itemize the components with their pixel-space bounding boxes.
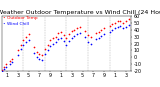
Point bbox=[57, 32, 60, 34]
Point bbox=[57, 38, 60, 39]
Point bbox=[100, 29, 103, 30]
Point bbox=[38, 53, 41, 55]
Text: • Outdoor Temp: • Outdoor Temp bbox=[3, 16, 38, 20]
Point bbox=[111, 29, 114, 30]
Point bbox=[73, 35, 76, 37]
Point bbox=[122, 22, 124, 23]
Point bbox=[108, 31, 111, 32]
Point bbox=[89, 36, 92, 37]
Text: • Wind Chill: • Wind Chill bbox=[3, 22, 29, 26]
Point bbox=[25, 36, 27, 37]
Point bbox=[73, 29, 76, 30]
Point bbox=[5, 64, 7, 65]
Point bbox=[76, 34, 78, 35]
Point bbox=[127, 24, 130, 25]
Point bbox=[95, 32, 97, 34]
Title: Milwaukee Weather Outdoor Temperature vs Wind Chill (24 Hours): Milwaukee Weather Outdoor Temperature vs… bbox=[0, 10, 160, 15]
Point bbox=[100, 35, 103, 37]
Point bbox=[97, 31, 100, 32]
Point bbox=[19, 44, 22, 46]
Point bbox=[22, 39, 24, 41]
Point bbox=[27, 34, 30, 35]
Point bbox=[127, 18, 130, 20]
Point bbox=[95, 39, 97, 40]
Point bbox=[87, 41, 89, 43]
Point bbox=[60, 31, 62, 32]
Point bbox=[68, 40, 70, 41]
Point bbox=[19, 48, 22, 50]
Point bbox=[52, 43, 54, 44]
Point bbox=[119, 25, 122, 27]
Point bbox=[5, 66, 7, 68]
Point bbox=[33, 53, 35, 54]
Point bbox=[46, 50, 49, 51]
Point bbox=[62, 34, 65, 36]
Point bbox=[49, 45, 52, 46]
Point bbox=[76, 27, 78, 29]
Point bbox=[119, 20, 122, 21]
Point bbox=[60, 37, 62, 39]
Point bbox=[38, 58, 41, 60]
Point bbox=[41, 60, 43, 61]
Point bbox=[3, 66, 5, 68]
Point bbox=[87, 34, 89, 36]
Point bbox=[122, 27, 124, 29]
Point bbox=[54, 36, 57, 37]
Point bbox=[79, 32, 81, 34]
Point bbox=[8, 63, 11, 64]
Point bbox=[0, 69, 3, 71]
Point bbox=[41, 55, 43, 56]
Point bbox=[27, 39, 30, 41]
Point bbox=[68, 34, 70, 35]
Point bbox=[65, 44, 68, 46]
Point bbox=[35, 51, 38, 53]
Point bbox=[84, 30, 87, 32]
Point bbox=[97, 37, 100, 39]
Point bbox=[35, 57, 38, 58]
Point bbox=[8, 60, 11, 62]
Point bbox=[49, 39, 52, 41]
Point bbox=[52, 37, 54, 39]
Point bbox=[111, 23, 114, 25]
Point bbox=[79, 27, 81, 28]
Point bbox=[16, 50, 19, 51]
Point bbox=[84, 37, 87, 38]
Point bbox=[3, 69, 5, 70]
Point bbox=[33, 46, 35, 48]
Point bbox=[116, 26, 119, 27]
Point bbox=[16, 54, 19, 55]
Point bbox=[11, 61, 14, 62]
Point bbox=[89, 43, 92, 44]
Point bbox=[116, 21, 119, 22]
Point bbox=[62, 41, 65, 42]
Point bbox=[44, 53, 46, 55]
Point bbox=[71, 37, 73, 39]
Point bbox=[25, 41, 27, 43]
Point bbox=[71, 30, 73, 32]
Point bbox=[11, 58, 14, 60]
Point bbox=[103, 27, 105, 29]
Point bbox=[124, 21, 127, 22]
Point bbox=[114, 27, 116, 29]
Point bbox=[44, 48, 46, 50]
Point bbox=[46, 44, 49, 46]
Point bbox=[103, 34, 105, 35]
Point bbox=[54, 41, 57, 43]
Point bbox=[22, 44, 24, 46]
Point bbox=[65, 37, 68, 39]
Point bbox=[0, 71, 3, 72]
Point bbox=[108, 25, 111, 27]
Point bbox=[114, 22, 116, 23]
Point bbox=[124, 26, 127, 27]
